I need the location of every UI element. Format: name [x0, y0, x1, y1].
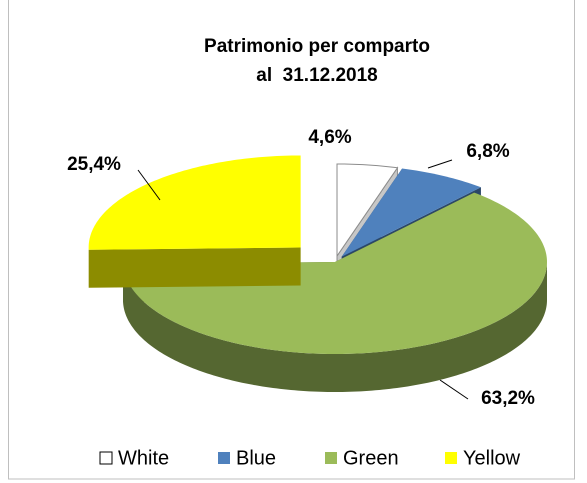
legend-label: Blue — [236, 447, 276, 469]
legend-label: White — [118, 447, 169, 469]
legend-label: Green — [343, 447, 399, 469]
legend-swatch — [445, 452, 457, 464]
leader-line — [427, 159, 453, 169]
data-label: 63,2% — [481, 388, 535, 409]
leader-line — [137, 169, 161, 201]
legend-swatch — [325, 452, 337, 464]
chart-title: Patrimonio per comparto — [204, 36, 430, 57]
legend-swatch — [218, 452, 230, 464]
data-label: 6,8% — [466, 141, 509, 162]
leader-line — [439, 379, 469, 400]
chart-title: al 31.12.2018 — [256, 65, 378, 86]
slice-side — [88, 247, 301, 288]
slice — [336, 163, 399, 258]
data-label: 25,4% — [67, 154, 121, 175]
slice — [341, 168, 481, 257]
legend-swatch — [99, 451, 113, 465]
legend-label: Yellow — [463, 447, 521, 469]
slice — [88, 155, 301, 250]
data-label: 4,6% — [308, 127, 351, 148]
slice-side — [123, 262, 547, 392]
slice — [123, 192, 547, 354]
